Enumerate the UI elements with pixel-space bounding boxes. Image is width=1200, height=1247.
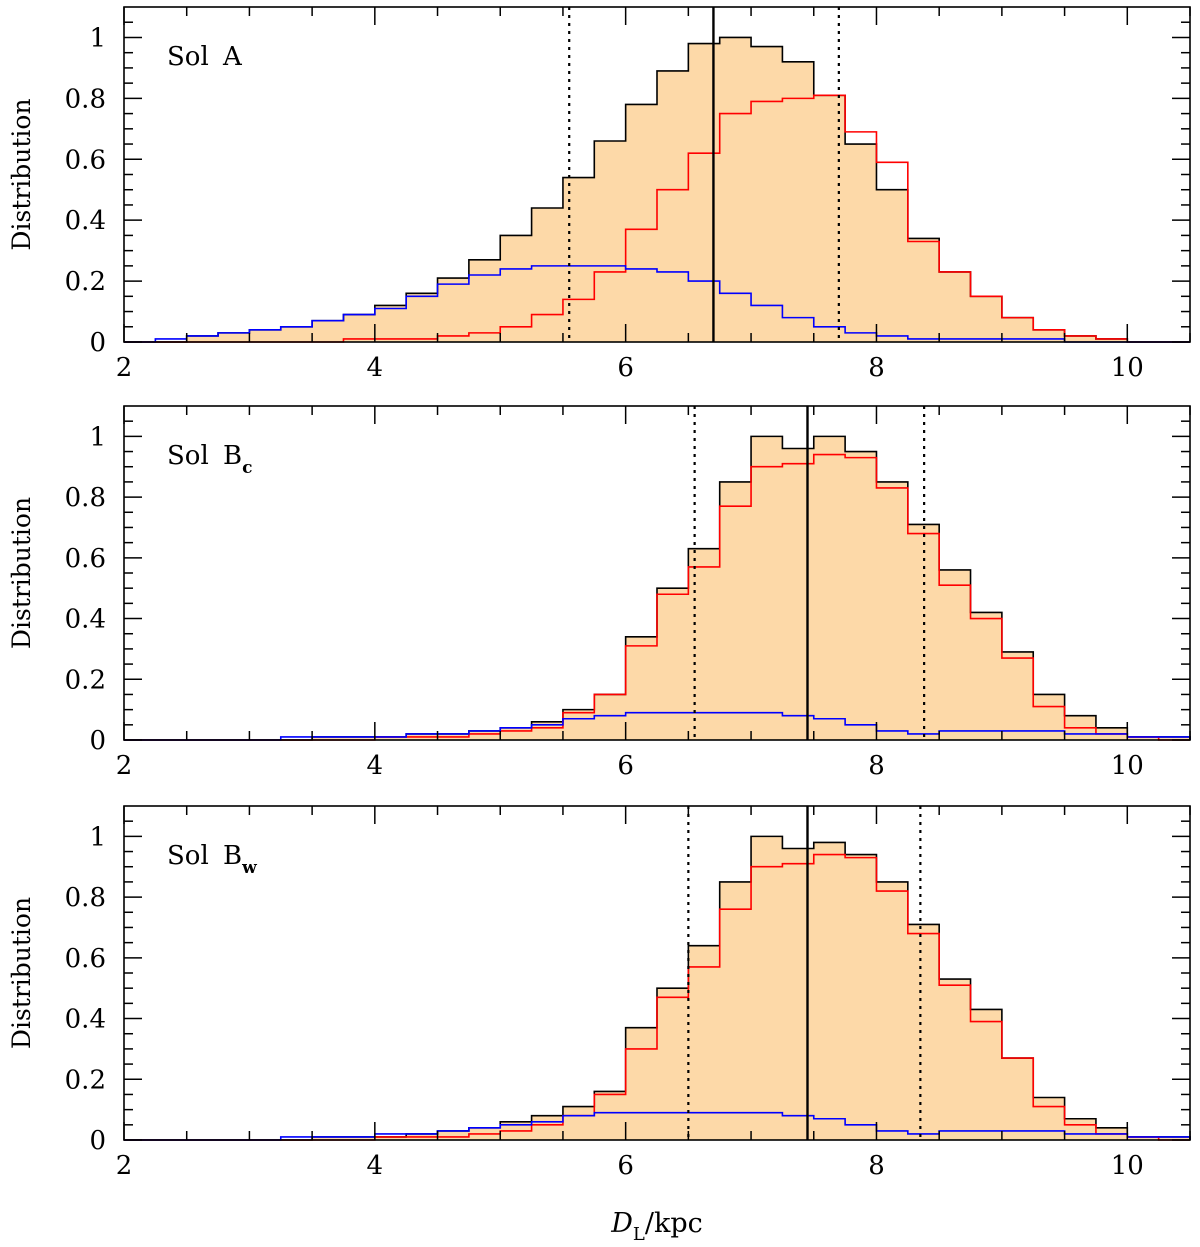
x-tick-label: 8 [868,1151,885,1181]
x-tick-label: 8 [868,751,885,781]
y-tick-label: 1 [89,422,106,452]
panel-label-main: Sol [167,441,217,471]
chart-panel-2: 2 4 6 8 10 0 0.2 0.4 0.6 0.8 1 Distribution Sol Bc [7,405,1191,781]
x-tick-label: 2 [116,751,133,781]
chart-panel-3: 2 4 6 8 10 0 0.2 0.4 0.6 0.8 1 Distribution Sol Bw [7,805,1191,1181]
x-tick-label: 6 [617,751,634,781]
y-tick-label: 0.6 [65,145,106,175]
panel-label-main: Sol [167,841,217,871]
y-tick-label: 0 [89,726,106,756]
chart-panel-1: 2 4 6 8 10 0 0.2 0.4 0.6 0.8 1 Distribution Sol A [7,6,1191,383]
y-tick-label: 1 [89,23,106,53]
panel-label: Sol Bw [167,841,257,878]
x-axis-label-unit: /kpc [645,1208,703,1239]
series-blue-line [124,265,1190,343]
x-tick-label: 10 [1111,751,1144,781]
y-tick-label: 0.4 [65,1005,106,1035]
series-blue-line [124,711,1191,741]
panel-label-letter: B [223,841,242,871]
x-tick-label: 4 [367,751,384,781]
panel-label-subscript: w [241,858,257,878]
y-tick-label: 0.8 [65,483,106,513]
x-tick-label: 10 [1111,353,1144,383]
x-axis-label: DL/kpc [610,1208,702,1245]
x-tick-label: 8 [868,353,885,383]
y-tick-label: 0.4 [65,206,106,236]
x-tick-label: 10 [1111,1151,1144,1181]
x-tick-label: 6 [617,1151,634,1181]
panel-label-letter: A [222,42,243,72]
x-tick-label: 2 [116,1151,133,1181]
y-axis-label: Distribution [7,497,36,649]
y-tick-label: 0.8 [65,883,106,913]
y-tick-label: 0.8 [65,84,106,114]
panel-label: Sol A [167,42,243,72]
x-axis-label-subscript: L [633,1224,645,1245]
y-tick-label: 0 [89,328,106,358]
panel-label-letter: B [223,441,242,471]
series-red-line [124,94,1190,343]
y-axis-label: Distribution [7,98,36,250]
y-tick-label: 0 [89,1126,106,1156]
panel-label-main: Sol [167,42,217,72]
series-red-line [124,853,1190,1141]
y-tick-label: 0.2 [65,665,106,695]
y-axis-label: Distribution [7,897,36,1049]
y-tick-label: 1 [89,822,106,852]
series-blue-line [124,1111,1191,1141]
y-tick-label: 0.4 [65,605,106,635]
y-tick-label: 0.6 [65,544,106,574]
x-tick-label: 4 [367,353,384,383]
x-tick-label: 4 [367,1151,384,1181]
y-tick-label: 0.6 [65,944,106,974]
y-tick-label: 0.2 [65,267,106,297]
y-tick-label: 0.2 [65,1065,106,1095]
panel-label: Sol Bc [167,441,253,478]
x-tick-label: 2 [116,353,133,383]
panel-label-subscript: c [242,458,252,478]
x-axis-label-main: D [610,1208,633,1239]
x-tick-label: 6 [617,353,634,383]
